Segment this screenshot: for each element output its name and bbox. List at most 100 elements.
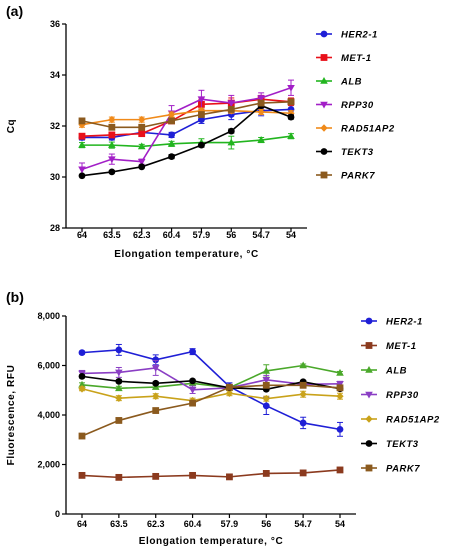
legend-label: RPP30: [386, 390, 419, 401]
legend-item: RAD51AP2: [361, 415, 439, 426]
legend-label: HER2-1: [341, 30, 378, 41]
legend-item: MET-1: [316, 53, 371, 64]
data-point: [137, 158, 146, 166]
y-tick-label: 30: [50, 172, 60, 182]
data-point: [78, 372, 86, 380]
data-point: [299, 390, 307, 399]
data-point: [257, 136, 265, 143]
y-tick-label: 28: [50, 223, 60, 233]
legend-item: TEKT3: [316, 147, 374, 158]
data-point: [198, 111, 205, 118]
series-line: [81, 86, 292, 171]
legend-marker: [320, 171, 328, 179]
y-tick-label: 34: [50, 70, 60, 80]
legend-label: RPP30: [341, 100, 374, 111]
series-line: [81, 384, 341, 437]
data-point: [287, 113, 295, 121]
data-point: [299, 361, 307, 369]
data-point: [262, 366, 271, 374]
legend-item: TEKT3: [361, 439, 419, 450]
series-park7: [78, 381, 344, 440]
data-point: [227, 138, 236, 146]
x-tick-label: 56: [261, 519, 271, 529]
series-met-1: [78, 466, 344, 481]
data-point: [336, 466, 344, 474]
legend-item: ALB: [361, 366, 407, 377]
data-point: [287, 98, 295, 106]
data-point: [78, 132, 86, 140]
y-tick-label: 32: [50, 121, 60, 131]
legend-marker: [320, 54, 328, 61]
x-tick-label: 63.5: [103, 230, 121, 240]
y-tick-label: 0: [55, 509, 60, 519]
data-point: [189, 471, 196, 479]
series-line: [82, 135, 292, 148]
data-point: [225, 389, 234, 398]
data-point: [78, 120, 86, 129]
chart-panel-a: (a) 28 30 32 34 36 64 63.5 62.3 60.4 57.9 56 54.7 54 E…: [6, 3, 394, 260]
data-point: [188, 386, 197, 394]
data-point: [262, 402, 270, 410]
data-point: [336, 392, 344, 400]
series-line: [81, 387, 341, 402]
x-tick-label: 54: [335, 519, 345, 529]
x-tick-label: 54.7: [252, 230, 270, 240]
series-park7: [78, 98, 295, 131]
legend-marker: [320, 101, 328, 109]
data-point: [168, 117, 175, 125]
legend-item: MET-1: [361, 341, 416, 352]
x-tick-label: 60.4: [184, 519, 202, 529]
x-tick-label: 63.5: [110, 519, 128, 529]
data-point: [257, 95, 265, 102]
legend-label: TEKT3: [341, 147, 374, 158]
legend-label: TEKT3: [386, 439, 419, 450]
x-tick-label: 54: [286, 230, 296, 240]
data-point: [226, 383, 233, 391]
legend-marker: [365, 440, 373, 447]
y-tick-label: 2,000: [37, 460, 60, 470]
legend-marker: [320, 30, 328, 38]
panel-label: (a): [6, 3, 23, 19]
data-point: [257, 108, 265, 116]
x-axis-title: Elongation temperature, °C: [139, 536, 284, 547]
legend-item: HER2-1: [361, 317, 422, 328]
data-point: [226, 473, 233, 481]
x-tick-label: 60.4: [163, 230, 181, 240]
legend-label: MET-1: [341, 53, 371, 64]
legend-marker: [365, 366, 373, 373]
data-point: [262, 377, 271, 384]
data-point: [152, 356, 160, 364]
data-point: [138, 130, 146, 138]
data-point: [115, 417, 123, 424]
series-tekt3: [78, 372, 344, 393]
legend-item: RAD51AP2: [316, 124, 394, 135]
x-tick-label: 62.3: [147, 519, 165, 529]
legend-item: RPP30: [361, 390, 419, 401]
data-point: [189, 348, 196, 356]
data-point: [262, 394, 270, 403]
series-line: [81, 104, 292, 177]
x-tick-label: 64: [77, 519, 87, 529]
data-point: [78, 141, 86, 148]
data-point: [78, 172, 86, 180]
data-point: [108, 156, 116, 164]
data-point: [152, 379, 160, 387]
data-point: [115, 346, 123, 354]
legend-item: RPP30: [316, 100, 374, 111]
data-point: [152, 472, 160, 480]
data-point: [108, 168, 116, 176]
data-point: [336, 425, 344, 433]
data-point: [78, 166, 86, 174]
data-point: [168, 153, 175, 161]
data-point: [168, 131, 175, 139]
data-point: [336, 384, 344, 392]
legend-item: PARK7: [316, 171, 375, 182]
series-line: [81, 349, 341, 431]
data-point: [78, 384, 86, 393]
data-point: [78, 380, 86, 388]
data-point: [115, 384, 123, 392]
data-point: [257, 99, 265, 107]
data-point: [138, 115, 146, 124]
data-point: [115, 473, 123, 481]
